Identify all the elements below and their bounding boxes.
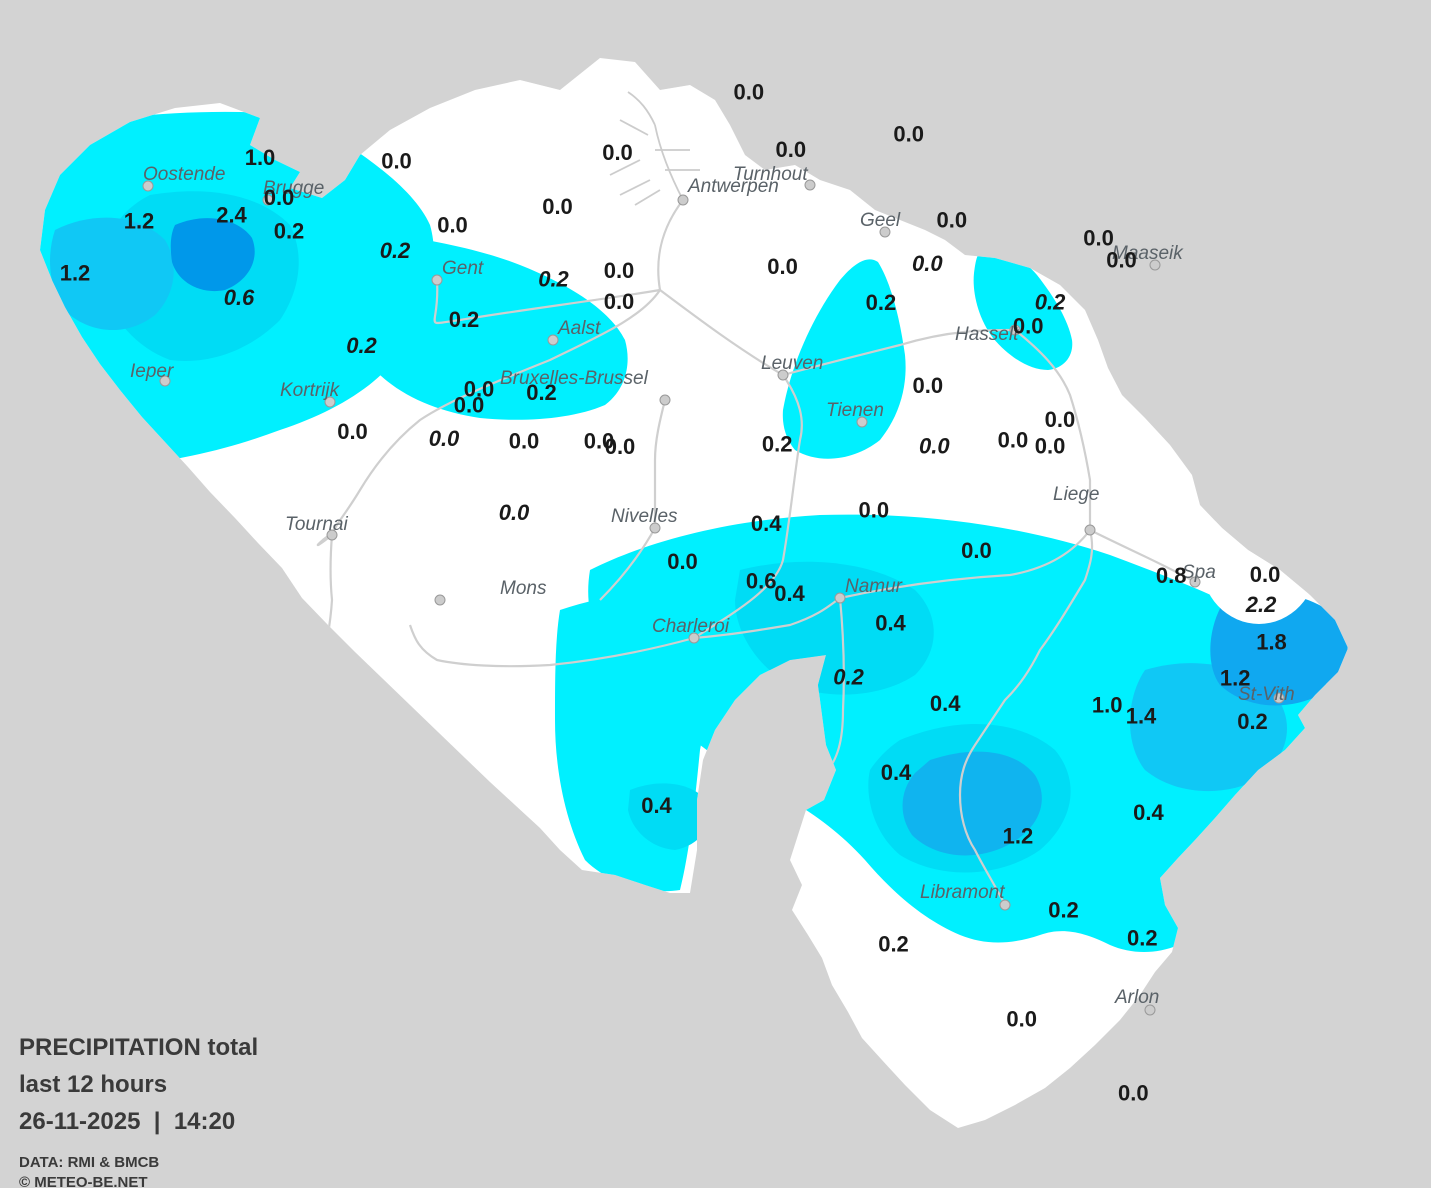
svg-text:0.2: 0.2	[878, 931, 909, 956]
svg-text:1.0: 1.0	[245, 145, 276, 170]
svg-text:0.2: 0.2	[833, 665, 864, 690]
svg-text:1.2: 1.2	[60, 261, 91, 286]
svg-text:0.0: 0.0	[1118, 1081, 1149, 1106]
svg-text:0.0: 0.0	[1035, 434, 1066, 459]
svg-text:0.0: 0.0	[509, 429, 540, 454]
svg-text:0.0: 0.0	[734, 79, 765, 104]
svg-text:0.2: 0.2	[346, 333, 377, 358]
svg-text:Namur: Namur	[845, 576, 903, 597]
svg-text:Arlon: Arlon	[1114, 987, 1159, 1008]
svg-text:0.2: 0.2	[1237, 709, 1268, 734]
svg-text:2.2: 2.2	[1245, 592, 1277, 617]
svg-text:Gent: Gent	[442, 258, 484, 279]
svg-text:Turnhout: Turnhout	[733, 164, 808, 185]
svg-text:0.0: 0.0	[1006, 1007, 1037, 1032]
svg-text:0.8: 0.8	[1156, 563, 1187, 588]
svg-text:1.0: 1.0	[1092, 692, 1123, 717]
svg-text:0.0: 0.0	[605, 434, 636, 459]
svg-text:1.8: 1.8	[1256, 630, 1287, 655]
svg-text:0.0: 0.0	[961, 538, 992, 563]
svg-text:0.0: 0.0	[1013, 314, 1044, 339]
svg-text:0.2: 0.2	[380, 238, 411, 263]
svg-text:0.0: 0.0	[264, 185, 295, 210]
svg-text:0.0: 0.0	[337, 419, 368, 444]
svg-text:0.0: 0.0	[1106, 247, 1137, 272]
svg-text:1.2: 1.2	[1003, 824, 1034, 849]
svg-text:0.0: 0.0	[859, 497, 890, 522]
svg-text:0.2: 0.2	[866, 290, 897, 315]
svg-text:1.2: 1.2	[124, 209, 155, 234]
svg-text:Tournai: Tournai	[285, 514, 348, 535]
svg-text:0.2: 0.2	[274, 219, 305, 244]
svg-text:Ieper: Ieper	[130, 361, 174, 382]
svg-text:0.2: 0.2	[1048, 897, 1079, 922]
svg-text:0.0: 0.0	[429, 426, 460, 451]
svg-text:0.2: 0.2	[1127, 926, 1158, 951]
svg-text:Spa: Spa	[1182, 562, 1216, 583]
svg-text:0.0: 0.0	[604, 289, 635, 314]
svg-text:0.4: 0.4	[1133, 800, 1164, 825]
svg-text:0.0: 0.0	[454, 393, 485, 418]
svg-text:0.6: 0.6	[224, 285, 255, 310]
svg-text:0.0: 0.0	[1250, 562, 1281, 587]
svg-text:Leuven: Leuven	[761, 353, 823, 374]
svg-text:0.0: 0.0	[998, 428, 1029, 453]
svg-text:0.0: 0.0	[776, 137, 807, 162]
svg-text:0.2: 0.2	[526, 380, 557, 405]
svg-text:Nivelles: Nivelles	[611, 506, 678, 527]
svg-text:Oostende: Oostende	[143, 164, 225, 185]
svg-text:0.0: 0.0	[542, 194, 573, 219]
svg-text:Liege: Liege	[1053, 484, 1100, 505]
svg-text:Bruxelles-Brussel: Bruxelles-Brussel	[500, 368, 649, 389]
svg-text:0.0: 0.0	[767, 254, 798, 279]
svg-text:0.2: 0.2	[449, 307, 480, 332]
svg-text:0.0: 0.0	[667, 549, 698, 574]
svg-text:1.4: 1.4	[1126, 704, 1157, 729]
svg-text:0.0: 0.0	[437, 213, 468, 238]
svg-text:Aalst: Aalst	[557, 318, 601, 339]
svg-text:Charleroi: Charleroi	[652, 616, 730, 637]
svg-text:0.4: 0.4	[881, 760, 912, 785]
svg-text:0.4: 0.4	[930, 691, 961, 716]
svg-text:Libramont: Libramont	[920, 882, 1005, 903]
svg-text:0.0: 0.0	[937, 208, 968, 233]
svg-text:0.0: 0.0	[912, 251, 943, 276]
svg-text:Mons: Mons	[500, 578, 547, 599]
svg-text:Tienen: Tienen	[826, 400, 884, 421]
svg-text:0.0: 0.0	[604, 258, 635, 283]
svg-text:0.0: 0.0	[893, 121, 924, 146]
svg-text:0.0: 0.0	[499, 500, 530, 525]
svg-text:Geel: Geel	[860, 210, 901, 231]
svg-text:0.4: 0.4	[774, 581, 805, 606]
svg-text:2.4: 2.4	[216, 203, 247, 228]
svg-text:0.4: 0.4	[641, 793, 672, 818]
svg-text:0.0: 0.0	[602, 140, 633, 165]
svg-text:0.2: 0.2	[762, 431, 793, 456]
svg-text:0.0: 0.0	[913, 373, 944, 398]
svg-text:0.0: 0.0	[1045, 407, 1076, 432]
svg-text:0.4: 0.4	[751, 511, 782, 536]
svg-text:0.6: 0.6	[746, 569, 777, 594]
svg-text:0.2: 0.2	[538, 267, 569, 292]
svg-text:0.4: 0.4	[875, 611, 906, 636]
svg-text:0.2: 0.2	[1035, 290, 1066, 315]
svg-text:Kortrijk: Kortrijk	[280, 380, 341, 401]
svg-text:1.2: 1.2	[1220, 665, 1251, 690]
svg-text:Hasselt: Hasselt	[955, 324, 1019, 345]
svg-text:0.0: 0.0	[919, 434, 950, 459]
svg-text:0.0: 0.0	[381, 149, 412, 174]
